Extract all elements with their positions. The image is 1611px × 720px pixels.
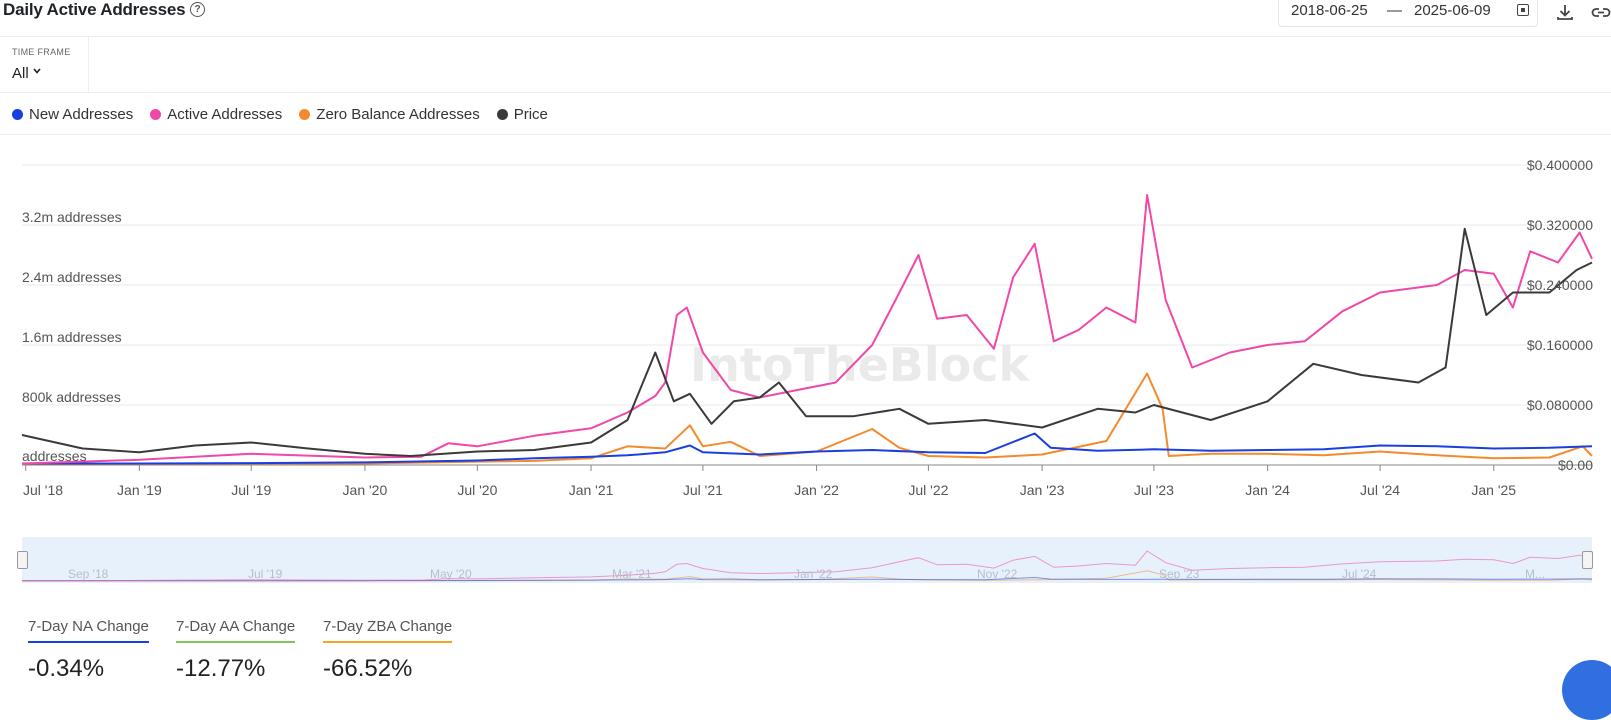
download-icon[interactable]	[1555, 2, 1575, 22]
chart-legend: New Addresses Active Addresses Zero Bala…	[12, 104, 548, 124]
page-title: Daily Active Addresses	[3, 0, 186, 19]
legend-label: Price	[513, 105, 548, 123]
y-right-tick-label: $0.00	[1558, 457, 1593, 473]
navigator-preview	[22, 550, 1592, 582]
navigator-label: Sep '18	[68, 567, 109, 581]
stat-na-change: 7-Day NA Change -0.34%	[28, 618, 149, 683]
help-icon[interactable]: ?	[190, 2, 205, 17]
navigator-label: Jul '19	[248, 567, 283, 581]
x-tick-label: Jul '24	[1360, 482, 1400, 498]
x-tick-label: Jul '21	[683, 482, 723, 498]
x-tick-label: Jan '25	[1471, 482, 1516, 498]
divider	[0, 134, 1611, 135]
y-right-tick-label: $0.240000	[1527, 277, 1593, 293]
timeframe-label: TIME FRAME	[12, 47, 71, 57]
stat-zba-change: 7-Day ZBA Change -66.52%	[323, 618, 453, 683]
x-tick-label: Jan '21	[569, 482, 614, 498]
line-chart[interactable]: IntoTheBlock addresses 800k addresses 1.6m…	[0, 135, 1611, 520]
x-tick-label: Jul '18	[23, 482, 63, 498]
navigator-label: Jan '22	[794, 567, 833, 581]
y-right-tick-label: $0.080000	[1527, 397, 1593, 413]
y-right-tick-label: $0.400000	[1527, 157, 1593, 173]
y-left-tick-label: addresses	[22, 448, 87, 464]
navigator-handle-left[interactable]	[17, 551, 28, 569]
stat-label: 7-Day ZBA Change	[323, 618, 453, 643]
navigator-label: Jul '24	[1342, 567, 1377, 581]
chart-series	[21, 194, 1593, 465]
y-right-tick-label: $0.160000	[1527, 337, 1593, 353]
legend-label: New Addresses	[29, 105, 134, 123]
legend-dot	[496, 108, 508, 120]
x-tick-label: Jan '23	[1020, 482, 1065, 498]
legend-label: Zero Balance Addresses	[316, 105, 480, 123]
stat-label: 7-Day NA Change	[28, 618, 149, 643]
x-tick-label: Jul '22	[908, 482, 948, 498]
y-left-tick-label: 2.4m addresses	[22, 269, 122, 285]
x-tick-label: Jul '23	[1134, 482, 1174, 498]
legend-item-active-addresses[interactable]: Active Addresses	[150, 104, 282, 124]
x-tick-label: Jan '19	[117, 482, 162, 498]
series-line-new-addresses[interactable]	[22, 432, 1593, 465]
stat-value: -12.77%	[176, 655, 266, 682]
x-tick-label: Jan '20	[343, 482, 388, 498]
watermark: IntoTheBlock	[690, 338, 1030, 392]
header: Daily Active Addresses ? 2018-06-25 — 20…	[0, 0, 1611, 37]
y-left-tick-label: 3.2m addresses	[22, 209, 122, 225]
timeframe-selector[interactable]: TIME FRAME All	[0, 37, 89, 92]
y-left-tick-label: 1.6m addresses	[22, 329, 122, 345]
x-tick-label: Jan '24	[1245, 482, 1290, 498]
navigator-series-line	[22, 576, 1592, 582]
link-icon[interactable]	[1590, 2, 1611, 22]
navigator-label: Mar '21	[612, 567, 652, 581]
stat-label: 7-Day AA Change	[176, 618, 296, 643]
navigator-label: Nov '22	[977, 567, 1018, 581]
date-range-picker[interactable]: 2018-06-25 — 2025-06-09	[1278, 0, 1538, 27]
chart-grid	[22, 164, 1592, 466]
navigator-handle-right[interactable]	[1582, 551, 1593, 569]
navigator-label: May '20	[430, 567, 472, 581]
series-line-active-addresses[interactable]	[21, 194, 1593, 465]
navigator-series-line	[22, 550, 1592, 582]
date-end[interactable]: 2025-06-09	[1414, 2, 1491, 19]
legend-item-zero-balance-addresses[interactable]: Zero Balance Addresses	[299, 104, 480, 124]
x-tick-label: Jul '20	[457, 482, 497, 498]
legend-item-new-addresses[interactable]: New Addresses	[12, 104, 133, 124]
legend-label: Active Addresses	[167, 105, 283, 123]
chat-button[interactable]	[1562, 660, 1611, 720]
stat-value: -0.34%	[28, 655, 105, 682]
series-line-price[interactable]	[21, 227, 1593, 457]
divider	[0, 92, 1611, 93]
stat-value: -66.52%	[323, 655, 413, 682]
timeframe-value[interactable]: All	[12, 65, 29, 82]
y-axis-right: $0.00 $0.080000 $0.160000 $0.240000 $0.32000…	[1527, 157, 1593, 473]
range-navigator[interactable]: Sep '18 Jul '19 May '20 Mar '21 Jan '22 …	[17, 537, 1593, 583]
chevron-down-icon[interactable]	[33, 67, 41, 75]
x-axis: Jul '18 Jan '19 Jul '19 Jan '20 Jul '20 Jan '…	[23, 465, 1516, 498]
x-tick-label: Jul '19	[231, 482, 271, 498]
legend-item-price[interactable]: Price	[496, 104, 548, 124]
legend-dot	[299, 108, 311, 120]
y-axis-left: addresses 800k addresses 1.6m addresses 2.4…	[22, 209, 122, 464]
date-start[interactable]: 2018-06-25	[1291, 2, 1368, 19]
stat-aa-change: 7-Day AA Change -12.77%	[176, 618, 296, 683]
y-left-tick-label: 800k addresses	[22, 389, 121, 405]
date-separator: —	[1387, 2, 1402, 19]
legend-dot	[150, 108, 162, 120]
calendar-icon[interactable]	[1517, 4, 1529, 16]
navigator-label: M...	[1525, 567, 1545, 581]
x-tick-label: Jan '22	[794, 482, 839, 498]
y-right-tick-label: $0.320000	[1527, 217, 1593, 233]
navigator-label: Sep '23	[1159, 567, 1200, 581]
legend-dot	[12, 108, 23, 120]
